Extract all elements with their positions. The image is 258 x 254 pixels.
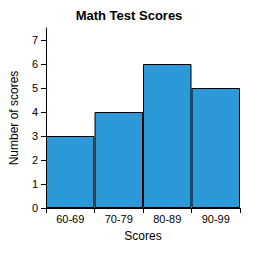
- svg-text:2: 2: [32, 154, 38, 166]
- svg-text:3: 3: [32, 130, 38, 142]
- svg-text:90-99: 90-99: [202, 213, 230, 225]
- svg-text:5: 5: [32, 82, 38, 94]
- svg-text:Math Test Scores: Math Test Scores: [76, 8, 183, 23]
- svg-text:6: 6: [32, 58, 38, 70]
- svg-text:60-69: 60-69: [56, 213, 84, 225]
- svg-text:4: 4: [32, 106, 38, 118]
- svg-text:1: 1: [32, 178, 38, 190]
- svg-text:80-89: 80-89: [153, 213, 181, 225]
- svg-text:Number of scores: Number of scores: [7, 71, 21, 166]
- svg-text:0: 0: [32, 202, 38, 214]
- svg-text:70-79: 70-79: [105, 213, 133, 225]
- svg-text:7: 7: [32, 34, 38, 46]
- svg-text:Scores: Scores: [124, 229, 161, 243]
